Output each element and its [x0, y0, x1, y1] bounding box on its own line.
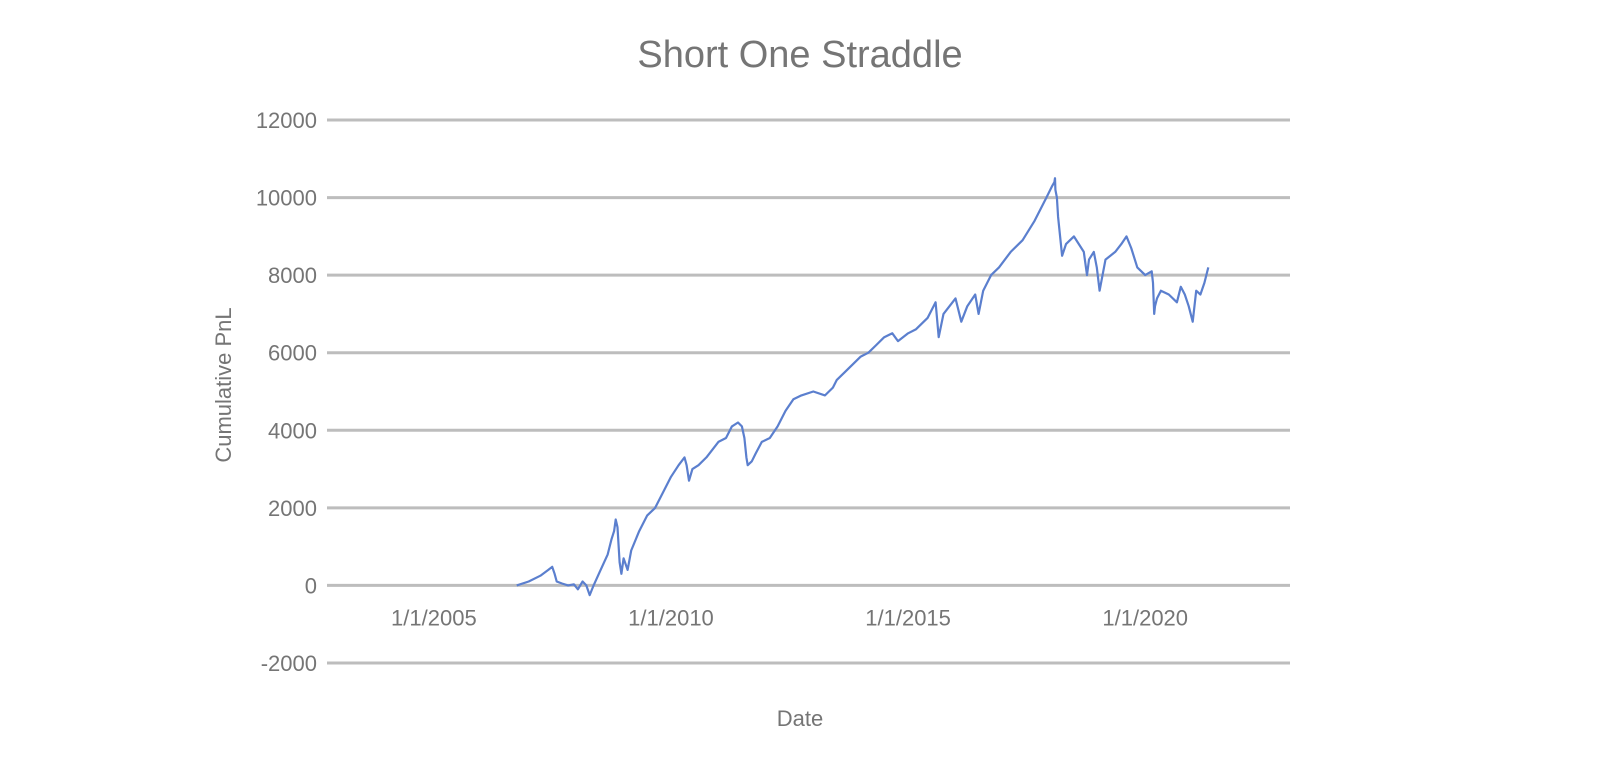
y-tick-label: 6000	[268, 341, 317, 366]
y-tick-label: 0	[305, 573, 317, 598]
y-tick-label: 2000	[268, 496, 317, 521]
gridlines	[327, 118, 1290, 665]
x-tick-label: 1/1/2010	[628, 605, 714, 630]
series-layer	[516, 177, 1210, 597]
y-tick-label: 10000	[256, 186, 317, 211]
y-tick-label: 8000	[268, 263, 317, 288]
chart-title: Short One Straddle	[637, 34, 963, 76]
x-axis-label: Date	[776, 706, 824, 731]
y-tick-label: -2000	[261, 651, 317, 676]
x-tick-label: 1/1/2020	[1102, 605, 1188, 630]
x-tick-label: 1/1/2005	[391, 605, 477, 630]
y-tick-label: 12000	[256, 108, 317, 133]
x-tick-labels: 1/1/2005 1/1/2010 1/1/2015 1/1/2020	[391, 605, 1188, 630]
y-tick-label: 4000	[268, 418, 317, 443]
y-tick-labels: -2000 0 2000 4000 6000 8000 10000 12000	[256, 108, 317, 676]
x-tick-label: 1/1/2015	[865, 605, 951, 630]
series-line	[516, 177, 1210, 597]
y-axis-label: Cumulative PnL	[211, 307, 236, 463]
